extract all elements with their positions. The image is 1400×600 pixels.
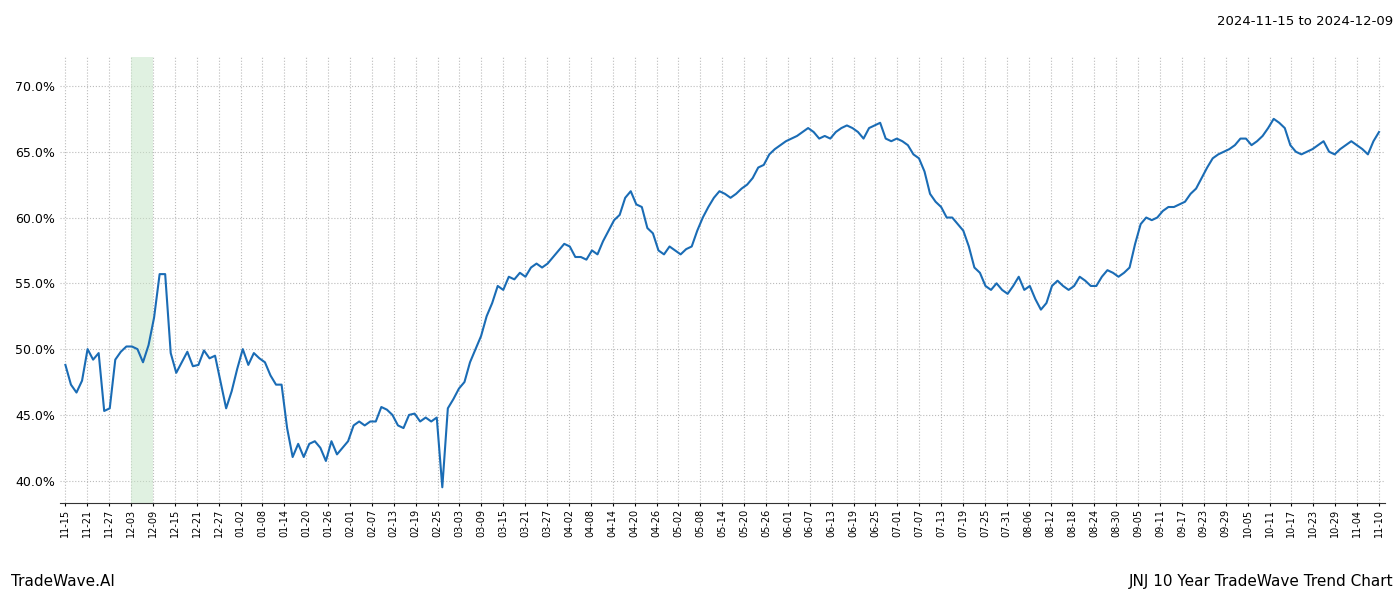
Text: 2024-11-15 to 2024-12-09: 2024-11-15 to 2024-12-09 (1217, 15, 1393, 28)
Text: TradeWave.AI: TradeWave.AI (11, 574, 115, 589)
Text: JNJ 10 Year TradeWave Trend Chart: JNJ 10 Year TradeWave Trend Chart (1128, 574, 1393, 589)
Bar (132, 57, 153, 503)
